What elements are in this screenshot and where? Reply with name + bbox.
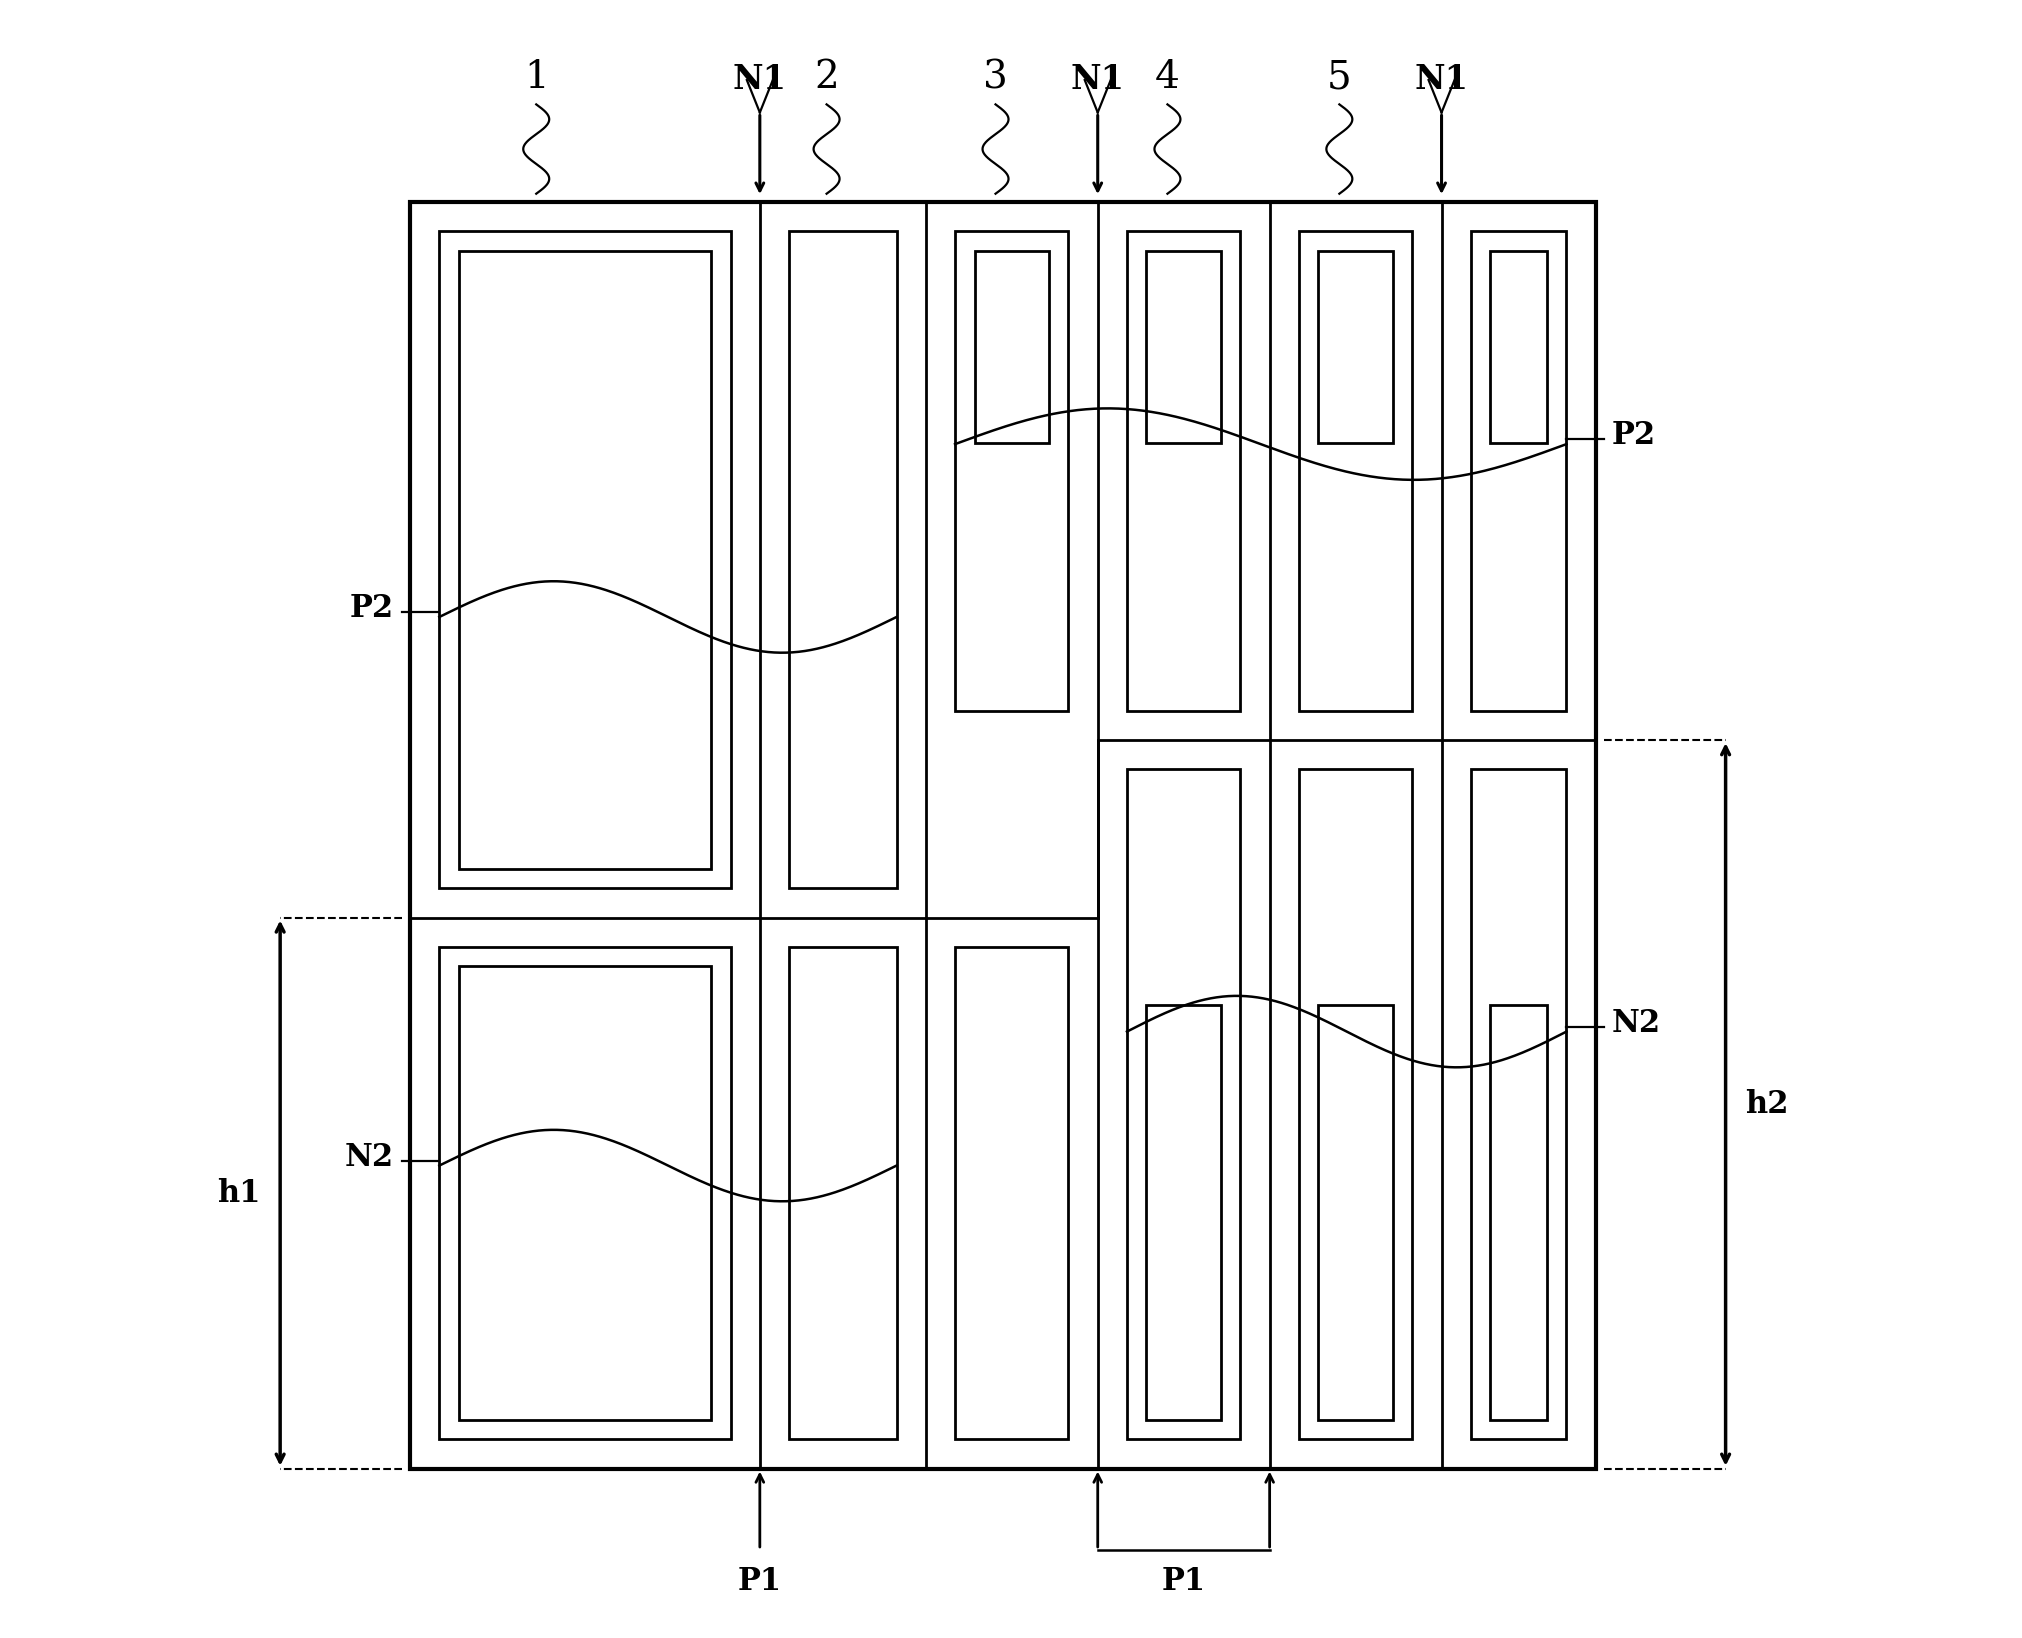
Bar xyxy=(1298,231,1411,711)
Text: N1: N1 xyxy=(732,64,787,97)
Text: P2: P2 xyxy=(1612,421,1656,452)
Text: N1: N1 xyxy=(1072,64,1124,97)
Text: h1: h1 xyxy=(216,1178,261,1209)
Bar xyxy=(1298,770,1411,1440)
Bar xyxy=(439,947,730,1440)
Text: 4: 4 xyxy=(1155,59,1181,97)
Text: N2: N2 xyxy=(1612,1007,1660,1038)
Bar xyxy=(1470,231,1567,711)
Text: h2: h2 xyxy=(1745,1089,1789,1120)
Bar xyxy=(1490,1004,1547,1420)
Bar xyxy=(789,231,896,888)
Text: N2: N2 xyxy=(344,1142,394,1173)
Bar xyxy=(954,231,1068,711)
Bar xyxy=(1470,770,1567,1440)
Bar xyxy=(954,947,1068,1440)
Text: 5: 5 xyxy=(1326,59,1353,97)
Text: 2: 2 xyxy=(815,59,839,97)
Bar xyxy=(459,966,712,1420)
Bar xyxy=(1490,251,1547,442)
Text: P2: P2 xyxy=(350,593,394,624)
Bar xyxy=(439,231,730,888)
Text: P1: P1 xyxy=(738,1566,783,1597)
Bar xyxy=(1318,251,1393,442)
Bar xyxy=(975,251,1049,442)
Bar xyxy=(1146,1004,1221,1420)
Bar xyxy=(410,201,1595,1469)
Bar xyxy=(1126,231,1239,711)
Bar xyxy=(789,947,896,1440)
Text: 3: 3 xyxy=(983,59,1007,97)
Bar xyxy=(1318,1004,1393,1420)
Text: N1: N1 xyxy=(1415,64,1468,97)
Bar xyxy=(1146,251,1221,442)
Text: 1: 1 xyxy=(524,59,548,97)
Bar xyxy=(1126,770,1239,1440)
Bar xyxy=(459,251,712,868)
Text: P1: P1 xyxy=(1163,1566,1205,1597)
